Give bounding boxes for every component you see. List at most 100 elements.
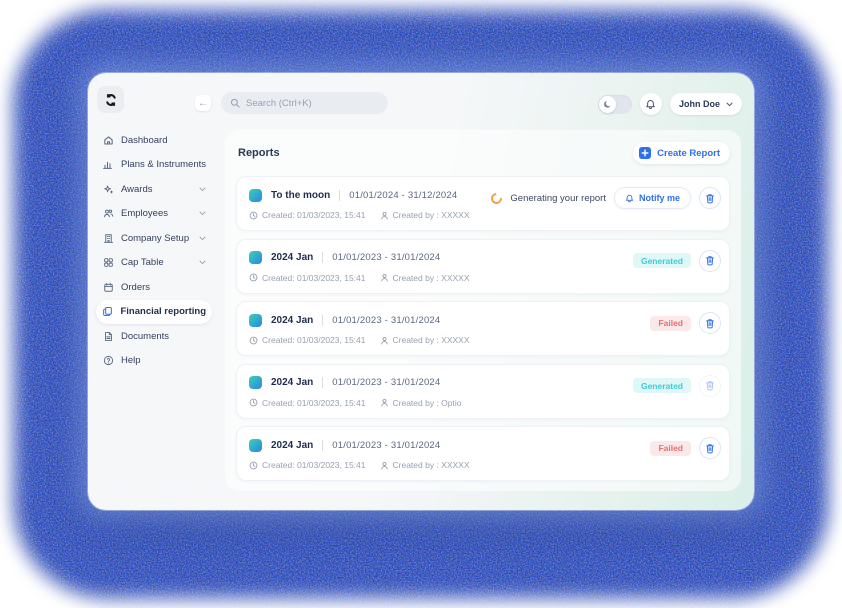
report-meta-row: Created: 01/03/2023, 15:41 Created by : … xyxy=(249,459,719,471)
report-created-by: Created by : Optio xyxy=(392,397,462,408)
notify-me-button[interactable]: Notify me xyxy=(613,187,691,209)
chevron-down-icon xyxy=(199,187,206,192)
sidebar-item-dashboard[interactable]: Dashboard xyxy=(96,128,212,153)
document-icon xyxy=(102,331,114,342)
report-created-by: Created by : XXXXX xyxy=(392,272,470,283)
sidebar-item-help[interactable]: Help xyxy=(96,349,212,374)
sidebar-item-label: Cap Table xyxy=(121,257,164,269)
help-circle-icon xyxy=(102,355,114,366)
report-created-by: Created by : XXXXX xyxy=(392,460,470,470)
sidebar-item-orders[interactable]: Orders xyxy=(96,275,212,300)
arrow-left-icon: ← xyxy=(198,97,208,109)
moon-icon xyxy=(598,95,616,113)
report-created: Created: 01/03/2023, 15:41 xyxy=(262,210,366,220)
report-created-by: Created by : XXXXX xyxy=(392,210,470,220)
chevron-down-icon xyxy=(726,102,733,107)
page-title: Reports xyxy=(238,147,280,159)
notify-me-label: Notify me xyxy=(638,193,680,203)
report-meta-row: Created: 01/03/2023, 15:41 Created by : … xyxy=(249,209,719,221)
sparkle-icon xyxy=(102,184,114,195)
divider xyxy=(339,189,341,201)
generating-status-text: Generating your report xyxy=(510,192,606,204)
search-bar[interactable] xyxy=(221,92,388,114)
report-meta-row: Created: 01/03/2023, 15:41 Created by : … xyxy=(249,397,719,409)
report-icon xyxy=(249,188,262,202)
chevron-down-icon xyxy=(199,260,206,265)
report-date-range: 01/01/2023 - 31/01/2024 xyxy=(332,252,441,263)
sidebar-item-awards[interactable]: Awards xyxy=(96,177,212,202)
report-title: 2024 Jan xyxy=(271,252,314,263)
grid-icon xyxy=(102,257,114,268)
report-date-range: 01/01/2024 - 31/12/2024 xyxy=(349,189,458,201)
trash-icon xyxy=(705,193,715,204)
sidebar-item-plans-instruments[interactable]: Plans & Instruments xyxy=(96,153,212,178)
search-input[interactable] xyxy=(246,97,379,109)
delete-report-button[interactable] xyxy=(699,437,721,459)
sidebar-item-cap-table[interactable]: Cap Table xyxy=(96,251,212,276)
chevron-down-icon xyxy=(199,236,206,241)
delete-report-button[interactable] xyxy=(699,187,721,209)
report-created: Created: 01/03/2023, 15:41 xyxy=(262,272,366,283)
report-card: To the moon 01/01/2024 - 31/12/2024 Crea… xyxy=(236,176,730,231)
sidebar-item-documents[interactable]: Documents xyxy=(96,324,212,349)
reports-panel: Reports Create Report To the moon 01/01/… xyxy=(225,130,741,491)
report-actions: Generated xyxy=(632,249,721,273)
person-icon xyxy=(380,336,389,345)
person-icon xyxy=(380,273,389,282)
trash-icon xyxy=(705,255,715,266)
person-icon xyxy=(380,398,389,407)
home-icon xyxy=(102,135,114,146)
user-menu[interactable]: John Doe xyxy=(669,93,742,115)
reports-header: Reports Create Report xyxy=(236,142,730,164)
sidebar-item-financial-reporting[interactable]: Financial reporting xyxy=(96,299,212,324)
delete-report-button-disabled xyxy=(699,374,721,397)
sidebar-item-label: Awards xyxy=(121,183,153,195)
report-date-range: 01/01/2023 - 31/01/2024 xyxy=(332,314,441,326)
report-created: Created: 01/03/2023, 15:41 xyxy=(262,397,366,408)
report-created: Created: 01/03/2023, 15:41 xyxy=(262,460,366,470)
report-icon xyxy=(249,251,262,264)
divider xyxy=(322,439,324,451)
create-report-button[interactable]: Create Report xyxy=(633,142,730,164)
chevron-down-icon xyxy=(199,211,206,216)
sidebar-item-employees[interactable]: Employees xyxy=(96,202,212,227)
notifications-button[interactable] xyxy=(639,93,662,115)
people-icon xyxy=(102,208,114,219)
report-main-row: 2024 Jan 01/01/2023 - 31/01/2024 xyxy=(249,437,719,453)
person-icon xyxy=(380,461,389,470)
sidebar-nav: Dashboard Plans & Instruments Awards xyxy=(88,128,219,373)
report-created-by: Created by : XXXXX xyxy=(392,335,470,345)
sidebar-item-label: Plans & Instruments xyxy=(120,159,206,171)
report-icon xyxy=(249,438,262,452)
sidebar-item-label: Orders xyxy=(121,281,151,293)
user-name: John Doe xyxy=(678,99,720,109)
report-card: 2024 Jan 01/01/2023 - 31/01/2024 Created… xyxy=(236,301,730,356)
report-title: 2024 Jan xyxy=(271,314,314,326)
status-badge: Generated xyxy=(632,378,691,393)
sidebar-item-label: Help xyxy=(121,355,141,367)
report-actions: Generated xyxy=(632,374,721,398)
delete-report-button[interactable] xyxy=(699,249,721,272)
app-window: ← xyxy=(88,73,754,510)
theme-toggle[interactable] xyxy=(597,94,632,114)
bell-icon xyxy=(645,99,656,110)
trash-icon xyxy=(705,380,715,391)
report-meta-row: Created: 01/03/2023, 15:41 Created by : … xyxy=(249,272,719,284)
report-title: 2024 Jan xyxy=(271,377,314,388)
person-icon xyxy=(380,211,389,220)
report-card: 2024 Jan 01/01/2023 - 31/01/2024 Created… xyxy=(236,426,730,481)
report-created: Created: 01/03/2023, 15:41 xyxy=(262,335,366,345)
sidebar-item-company-setup[interactable]: Company Setup xyxy=(96,226,212,251)
sidebar-item-label: Dashboard xyxy=(121,134,168,146)
report-date-range: 01/01/2023 - 31/01/2024 xyxy=(332,377,441,388)
report-meta-row: Created: 01/03/2023, 15:41 Created by : … xyxy=(249,334,719,346)
clock-icon xyxy=(249,211,258,220)
sidebar-item-label: Company Setup xyxy=(121,232,190,244)
report-icon xyxy=(249,313,262,327)
status-badge: Failed xyxy=(650,315,691,331)
divider xyxy=(322,252,324,263)
delete-report-button[interactable] xyxy=(699,312,721,334)
app-logo-sync-icon[interactable] xyxy=(97,86,124,113)
sidebar-collapse-button[interactable]: ← xyxy=(195,95,211,111)
